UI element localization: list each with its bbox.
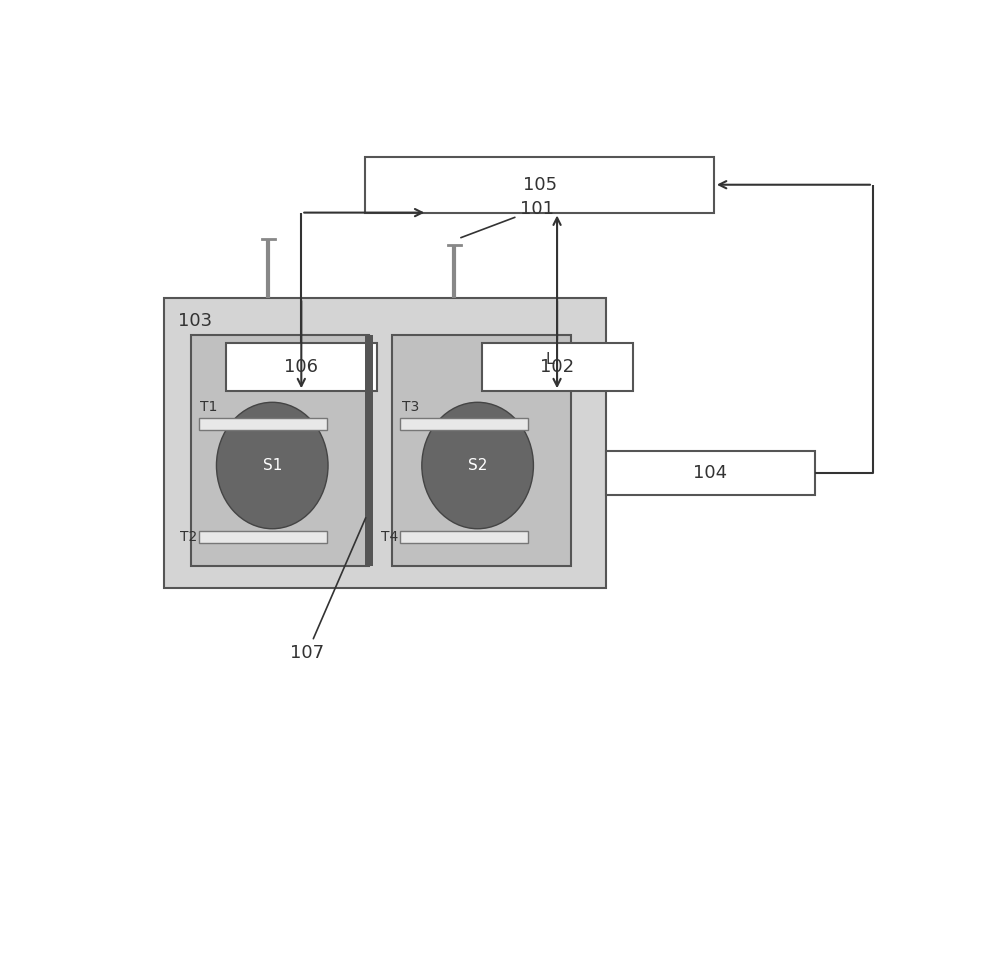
Bar	[606, 450, 815, 496]
Text: 106: 106	[284, 358, 318, 376]
Text: T3: T3	[402, 400, 419, 413]
Text: 101: 101	[461, 200, 554, 238]
Bar	[365, 156, 714, 213]
Text: 107: 107	[290, 518, 366, 662]
Bar	[199, 418, 327, 430]
Text: T1: T1	[200, 400, 218, 413]
Text: T4: T4	[381, 530, 399, 544]
Ellipse shape	[422, 402, 533, 528]
Text: 105: 105	[523, 176, 557, 194]
Text: 102: 102	[540, 358, 574, 376]
Bar	[191, 335, 369, 566]
Bar	[400, 531, 528, 543]
Text: S1: S1	[263, 458, 282, 473]
Text: T2: T2	[180, 530, 197, 544]
Ellipse shape	[216, 402, 328, 528]
Bar	[164, 298, 606, 588]
Bar	[199, 531, 327, 543]
Text: L: L	[545, 352, 554, 367]
Bar	[365, 335, 373, 566]
Text: S2: S2	[468, 458, 487, 473]
Bar	[226, 343, 377, 391]
Text: 104: 104	[693, 464, 727, 482]
Bar	[400, 418, 528, 430]
Text: 103: 103	[178, 312, 212, 329]
Bar	[482, 343, 633, 391]
Bar	[392, 335, 571, 566]
